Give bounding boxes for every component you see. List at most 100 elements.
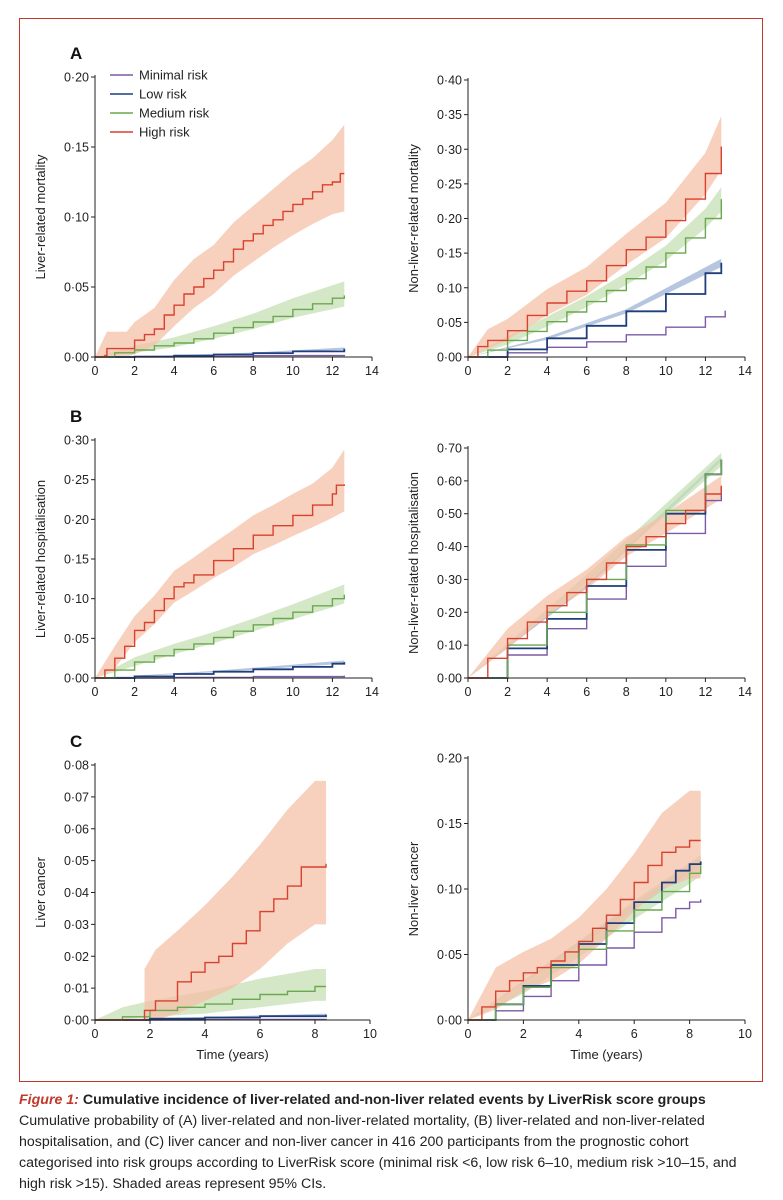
series-line-medium [95,985,326,1021]
y-tick-label: 0·15 [437,817,462,831]
y-tick-label: 0·10 [437,883,462,897]
series-line-medium [95,295,345,358]
y-axis-label: Liver cancer [33,856,48,927]
caption-body: Cumulative probability of (A) liver-rela… [19,1113,737,1192]
series-line-medium [468,865,702,1021]
ci-band-high [144,780,326,1020]
legend-entry: Low risk [139,87,187,102]
x-tick-label: 0 [92,364,99,378]
y-tick-label: 0·70 [437,442,462,456]
figure-svg: 0·00 0·05 0·10 0·15 0·20 0 2 4 6 8 10 12 14 Liver-rel… [33,44,752,1063]
y-tick-label: 0·10 [437,281,462,295]
y-tick-label: 0·10 [64,592,89,606]
y-tick-label: 0·15 [64,553,89,567]
caption-figure-label: Figure 1: [19,1092,79,1108]
y-tick-label: 0·06 [64,822,89,836]
x-tick-label: 4 [544,364,551,378]
chart-B-left: 0·00 0·05 0·10 0·15 0·20 0·25 0·30 0 2 4 6 8 10 12 14 L… [33,407,379,699]
y-tick-label: 0·10 [64,211,89,225]
y-tick-label: 0·10 [437,639,462,653]
x-tick-label: 6 [257,1027,264,1041]
y-tick-label: 0·07 [64,790,89,804]
x-tick-label: 6 [583,685,590,699]
x-tick-label: 10 [659,364,673,378]
y-tick-label: 0·00 [64,672,89,686]
x-tick-label: 6 [583,364,590,378]
ci-band-high [468,116,722,357]
y-tick-label: 0·20 [64,513,89,527]
y-tick-label: 0·20 [64,71,89,85]
chart-A-left: 0·00 0·05 0·10 0·15 0·20 0 2 4 6 8 10 12 14 Liver-rel… [33,44,379,378]
x-tick-label: 6 [210,685,217,699]
x-tick-label: 4 [202,1027,209,1041]
series-line-high [95,172,345,358]
y-tick-label: 0·00 [437,1014,462,1028]
x-tick-label: 8 [312,1027,319,1041]
x-tick-label: 8 [623,364,630,378]
series-line-high [468,839,701,1021]
x-tick-label: 12 [698,685,712,699]
ci-band-high [468,790,701,1020]
y-tick-label: 0·05 [437,316,462,330]
series-line-high [95,484,345,679]
series-line-minimal [468,310,726,358]
x-tick-label: 4 [171,364,178,378]
y-tick-label: 0·30 [437,143,462,157]
x-axis-label: Time (years) [570,1047,642,1062]
series-line-medium [468,459,722,679]
x-tick-label: 0 [92,685,99,699]
y-tick-label: 0·25 [437,177,462,191]
chart-C-left: 0·00 0·01 0·02 0·03 0·04 0·05 0·06 0·07 0·08 0 2 4 6… [33,732,377,1062]
y-tick-label: 0·00 [437,672,462,686]
y-tick-label: 0·08 [64,759,89,773]
y-tick-label: 0·60 [437,474,462,488]
y-tick-label: 0·40 [437,74,462,88]
x-tick-label: 10 [659,685,673,699]
x-tick-label: 2 [504,364,511,378]
caption-title-line: Figure 1: Cumulative incidence of liver-… [19,1090,763,1111]
x-tick-label: 14 [738,685,752,699]
x-tick-label: 10 [286,364,300,378]
legend-entry: Medium risk [139,106,210,121]
y-tick-label: 0·02 [64,950,89,964]
series-line-low [95,662,346,679]
series-line-high [468,146,722,358]
legend-entry: High risk [139,125,190,140]
y-axis-label: Liver-related mortality [33,154,48,279]
x-tick-label: 6 [210,364,217,378]
x-tick-label: 10 [286,685,300,699]
y-axis-label: Non-liver-related hospitalisation [406,472,421,654]
y-tick-label: 0·15 [64,141,89,155]
y-tick-label: 0·15 [437,247,462,261]
x-tick-label: 0 [465,685,472,699]
series-line-high [468,485,722,679]
chart-A-right: 0·00 0·05 0·10 0·15 0·20 0·25 0·30 0·35 0·40 0 2 4 6… [406,74,752,379]
y-axis-label: Non-liver cancer [406,841,421,936]
y-tick-label: 0·05 [64,632,89,646]
y-tick-label: 0·35 [437,108,462,122]
y-tick-label: 0·30 [64,434,89,448]
y-tick-label: 0·00 [437,351,462,365]
x-tick-label: 0 [465,1027,472,1041]
chart-C-right: 0·00 0·05 0·10 0·15 0·20 0 2 4 6 8 10 Non-liver can… [406,752,752,1063]
ci-band-high [95,124,345,357]
figure-caption: Figure 1: Cumulative incidence of liver-… [19,1090,763,1195]
x-tick-label: 2 [520,1027,527,1041]
y-tick-label: 0·00 [64,351,89,365]
x-tick-label: 14 [738,364,752,378]
series-line-low [468,262,723,358]
x-tick-label: 6 [631,1027,638,1041]
x-tick-label: 2 [131,685,138,699]
figure-frame [19,18,763,1082]
caption-title: Cumulative incidence of liver-related an… [82,1092,706,1108]
y-tick-label: 0·25 [64,473,89,487]
y-tick-label: 0·00 [64,1014,89,1028]
ci-band-high [468,475,722,678]
x-tick-label: 2 [504,685,511,699]
ci-band-medium [95,584,345,678]
y-tick-label: 0·30 [437,573,462,587]
y-tick-label: 0·20 [437,606,462,620]
x-tick-label: 8 [623,685,630,699]
x-axis-label: Time (years) [196,1047,268,1062]
series-line-medium [468,199,722,358]
